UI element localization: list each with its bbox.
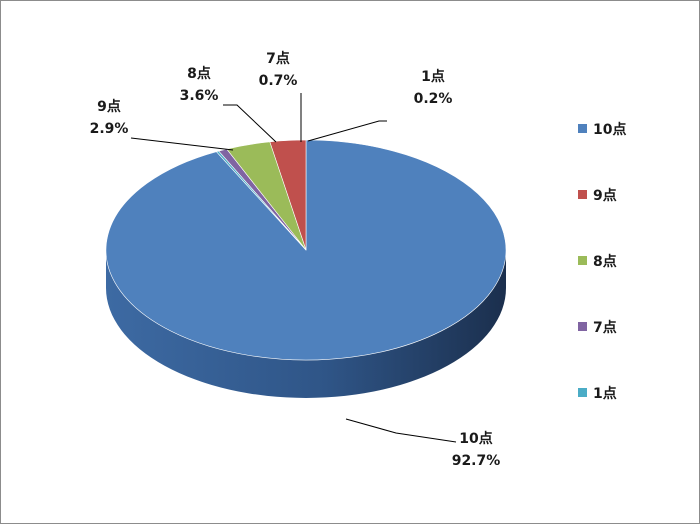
- data-label-value-9pt: 2.9%: [90, 121, 129, 137]
- legend-label-7pt: 7点: [593, 319, 617, 336]
- data-label-name-8pt: 8点: [187, 65, 211, 82]
- legend-label-1pt: 1点: [593, 385, 617, 402]
- data-label-name-7pt: 7点: [266, 50, 290, 67]
- legend-label-10pt: 10点: [593, 121, 626, 138]
- legend-label-9pt: 9点: [593, 187, 617, 204]
- data-label-name-1pt: 1点: [421, 68, 445, 85]
- data-label-value-8pt: 3.6%: [180, 88, 219, 104]
- pie-slice-10pt: [105, 139, 507, 361]
- legend-swatch-1pt: [578, 388, 587, 397]
- leader-line-1pt: [307, 120, 387, 142]
- data-labels: 10点 92.7% 9点 2.9% 8点 3.6% 7点 0.7% 1点 0.2%: [90, 50, 501, 469]
- leader-lines: [130, 93, 457, 443]
- data-label-value-10pt: 92.7%: [452, 453, 501, 469]
- legend-swatch-9pt: [578, 190, 587, 199]
- data-label-value-7pt: 0.7%: [259, 73, 298, 89]
- legend: 10点 9点 8点 7点 1点: [578, 121, 626, 402]
- legend-swatch-7pt: [578, 322, 587, 331]
- pie-side-layer: [106, 250, 506, 398]
- leader-line-10pt: [345, 418, 457, 443]
- data-label-name-9pt: 9点: [97, 98, 121, 115]
- pie-slice-1pt: [215, 150, 307, 251]
- legend-swatch-10pt: [578, 124, 587, 133]
- data-label-name-10pt: 10点: [459, 430, 492, 447]
- legend-swatch-8pt: [578, 256, 587, 265]
- pie-side-10: [106, 250, 506, 398]
- leader-line-8pt: [223, 104, 277, 143]
- pie-top-layer: [105, 139, 507, 361]
- leader-line-9pt: [130, 137, 234, 151]
- legend-label-8pt: 8点: [593, 253, 617, 270]
- data-label-value-1pt: 0.2%: [414, 91, 453, 107]
